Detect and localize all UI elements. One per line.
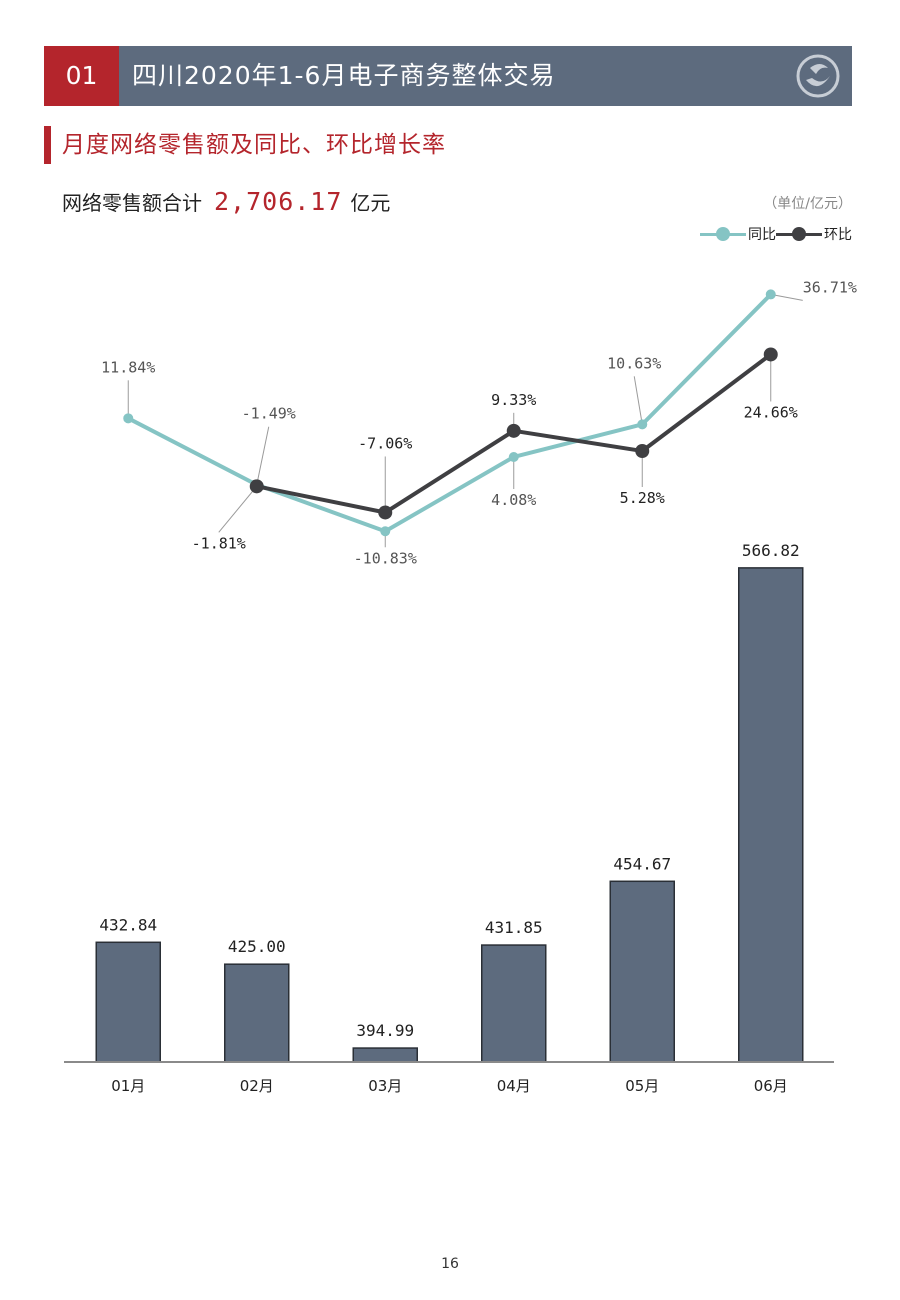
data-label-yoy-2: -1.49% bbox=[242, 405, 296, 423]
bar-value-label-3: 394.99 bbox=[356, 1021, 414, 1040]
total-label: 网络零售额合计 bbox=[62, 191, 202, 215]
data-label-mom-2: -1.81% bbox=[192, 534, 246, 552]
page-number: 16 bbox=[441, 1256, 459, 1272]
data-label-mom-6: 24.66% bbox=[744, 403, 798, 421]
unit-note: （单位/亿元） bbox=[763, 196, 852, 212]
leader-yoy-5 bbox=[633, 376, 643, 425]
x-tick-label-6: 06月 bbox=[754, 1077, 788, 1095]
point-mom-6 bbox=[763, 347, 778, 362]
point-mom-2 bbox=[249, 479, 264, 494]
point-mom-5 bbox=[635, 444, 650, 459]
bar-value-label-5: 454.67 bbox=[613, 854, 671, 873]
total-summary: 网络零售额合计 2,706.17 亿元 bbox=[62, 184, 390, 220]
bar-1 bbox=[95, 941, 161, 1063]
subsection-marker bbox=[44, 126, 51, 164]
point-mom-3 bbox=[378, 505, 393, 520]
point-yoy-3 bbox=[380, 526, 391, 537]
data-label-yoy-6: 36.71% bbox=[803, 278, 857, 296]
data-label-mom-4: 9.33% bbox=[491, 391, 536, 409]
total-unit: 亿元 bbox=[350, 191, 391, 215]
legend-label-mom: 环比 bbox=[824, 227, 852, 243]
x-tick-label-2: 02月 bbox=[240, 1077, 274, 1095]
legend-item-yoy: 同比 bbox=[700, 224, 776, 244]
chart-legend: 同比 环比 bbox=[700, 224, 852, 244]
data-label-mom-3: -7.06% bbox=[358, 434, 412, 452]
legend-label-yoy: 同比 bbox=[748, 227, 776, 243]
bar-value-label-4: 431.85 bbox=[485, 918, 543, 937]
bar-3 bbox=[352, 1047, 418, 1063]
bar-value-label-1: 432.84 bbox=[99, 915, 157, 934]
data-label-yoy-1: 11.84% bbox=[101, 358, 155, 376]
x-tick-label-1: 01月 bbox=[111, 1077, 145, 1095]
point-yoy-5 bbox=[637, 419, 648, 430]
data-label-yoy-5: 10.63% bbox=[607, 354, 661, 372]
x-tick-label-5: 05月 bbox=[625, 1077, 659, 1095]
bar-value-label-6: 566.82 bbox=[742, 541, 800, 560]
section-header-title: 四川2020年1-6月电子商务整体交易 bbox=[132, 61, 556, 90]
bar-5 bbox=[609, 880, 675, 1063]
point-yoy-4 bbox=[508, 451, 519, 462]
section-number: 01 bbox=[44, 46, 119, 106]
data-label-yoy-4: 4.08% bbox=[491, 491, 536, 509]
point-mom-4 bbox=[506, 423, 521, 438]
line-yoy bbox=[127, 293, 773, 534]
leader-yoy-6 bbox=[770, 293, 803, 301]
section-header: 01 四川2020年1-6月电子商务整体交易 bbox=[44, 46, 852, 106]
data-label-yoy-3: -10.83% bbox=[354, 549, 417, 567]
bar-2 bbox=[224, 963, 290, 1063]
bar-6 bbox=[738, 567, 804, 1063]
leader-yoy-2 bbox=[256, 426, 270, 485]
legend-swatch-yoy bbox=[700, 224, 746, 244]
x-tick-label-3: 03月 bbox=[368, 1077, 402, 1095]
point-yoy-1 bbox=[123, 413, 134, 424]
logo-icon bbox=[796, 54, 840, 98]
data-label-mom-5: 5.28% bbox=[620, 489, 665, 507]
bar-4 bbox=[481, 944, 547, 1063]
total-value: 2,706.17 bbox=[214, 187, 343, 216]
x-tick-label-4: 04月 bbox=[497, 1077, 531, 1095]
bar-value-label-2: 425.00 bbox=[228, 937, 286, 956]
legend-swatch-mom bbox=[776, 224, 822, 244]
point-yoy-6 bbox=[765, 289, 776, 300]
legend-item-mom: 环比 bbox=[776, 224, 852, 244]
leader-mom-2 bbox=[218, 486, 258, 533]
subsection-title: 月度网络零售额及同比、环比增长率 bbox=[62, 132, 446, 158]
